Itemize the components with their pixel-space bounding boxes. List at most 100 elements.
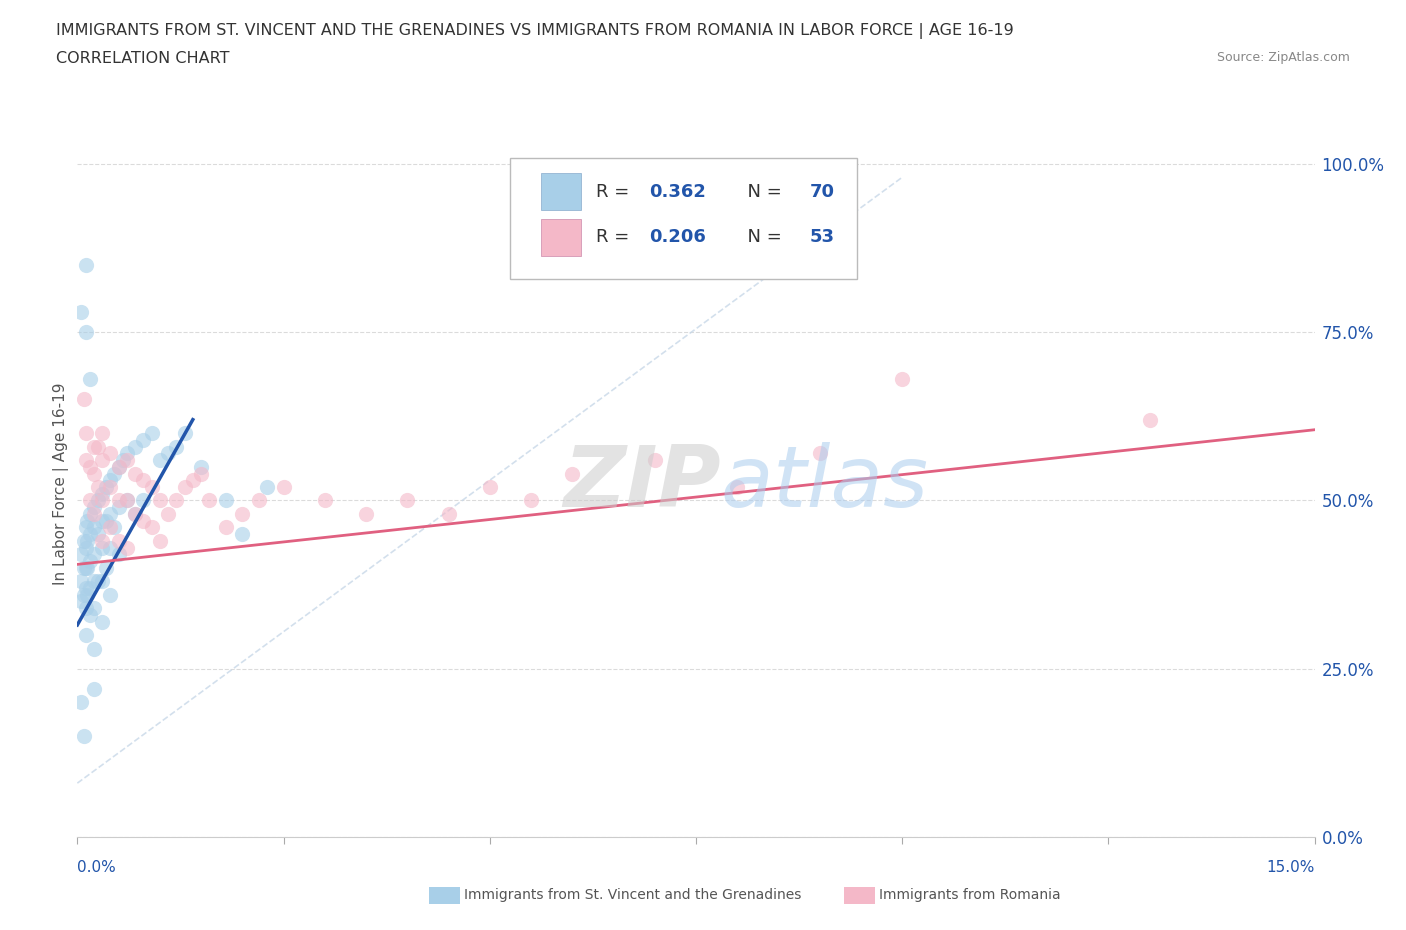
Point: [115, 453, 138, 468]
Point: [83, 507, 105, 522]
Point: [91, 513, 114, 528]
Text: atlas: atlas: [721, 442, 929, 525]
Point: [107, 547, 129, 562]
Point: [98, 480, 121, 495]
Point: [891, 372, 914, 387]
Point: [115, 540, 138, 555]
Point: [83, 574, 105, 589]
Point: [165, 439, 187, 454]
Point: [149, 453, 172, 468]
Text: R =: R =: [596, 182, 634, 201]
Point: [215, 493, 238, 508]
Point: [173, 480, 195, 495]
Point: [79, 507, 101, 522]
Point: [98, 472, 121, 487]
Point: [273, 480, 295, 495]
Point: [314, 493, 336, 508]
Point: [83, 547, 105, 562]
Point: [132, 513, 155, 528]
Point: [1139, 412, 1161, 427]
Point: [107, 459, 129, 474]
Point: [103, 520, 125, 535]
Text: Immigrants from St. Vincent and the Grenadines: Immigrants from St. Vincent and the Gren…: [464, 887, 801, 902]
Point: [141, 480, 163, 495]
Point: [87, 439, 110, 454]
Point: [79, 459, 101, 474]
Y-axis label: In Labor Force | Age 16-19: In Labor Force | Age 16-19: [53, 382, 69, 585]
Point: [190, 466, 212, 481]
Point: [107, 493, 129, 508]
Point: [79, 553, 101, 568]
Text: Source: ZipAtlas.com: Source: ZipAtlas.com: [1216, 51, 1350, 64]
Text: Immigrants from Romania: Immigrants from Romania: [879, 887, 1060, 902]
Point: [91, 486, 114, 501]
Point: [91, 453, 114, 468]
Point: [75, 325, 97, 339]
Point: [157, 445, 180, 460]
Point: [149, 534, 172, 549]
Point: [354, 507, 377, 522]
Point: [124, 507, 146, 522]
Point: [91, 540, 114, 555]
Point: [96, 480, 118, 495]
Point: [83, 439, 105, 454]
Text: R =: R =: [596, 228, 634, 246]
Point: [91, 493, 114, 508]
Point: [111, 453, 134, 468]
Point: [141, 426, 163, 441]
Point: [87, 574, 110, 589]
Point: [75, 426, 97, 441]
Point: [79, 607, 101, 622]
Point: [73, 560, 96, 575]
Text: 0.362: 0.362: [650, 182, 706, 201]
Text: IMMIGRANTS FROM ST. VINCENT AND THE GRENADINES VS IMMIGRANTS FROM ROMANIA IN LAB: IMMIGRANTS FROM ST. VINCENT AND THE GREN…: [56, 23, 1014, 39]
Text: CORRELATION CHART: CORRELATION CHART: [56, 51, 229, 66]
Point: [87, 493, 110, 508]
Point: [91, 574, 114, 589]
Point: [478, 480, 501, 495]
Point: [107, 534, 129, 549]
Point: [247, 493, 270, 508]
Point: [79, 372, 101, 387]
Point: [70, 695, 93, 710]
Point: [124, 439, 146, 454]
Text: 53: 53: [810, 228, 835, 246]
FancyBboxPatch shape: [541, 173, 581, 210]
Point: [107, 459, 129, 474]
Point: [75, 601, 97, 616]
Point: [75, 580, 97, 595]
Point: [173, 426, 195, 441]
Point: [198, 493, 221, 508]
Point: [75, 560, 97, 575]
Point: [132, 432, 155, 447]
FancyBboxPatch shape: [510, 158, 856, 279]
Point: [83, 641, 105, 656]
Point: [165, 493, 187, 508]
Point: [181, 472, 204, 487]
Point: [157, 507, 180, 522]
Point: [91, 426, 114, 441]
Point: [70, 547, 93, 562]
Point: [231, 507, 253, 522]
Point: [103, 466, 125, 481]
Point: [98, 445, 121, 460]
Point: [215, 520, 238, 535]
Point: [83, 601, 105, 616]
FancyBboxPatch shape: [541, 219, 581, 256]
Point: [396, 493, 419, 508]
Text: N =: N =: [735, 228, 787, 246]
Text: 0.0%: 0.0%: [77, 860, 117, 875]
Point: [76, 534, 98, 549]
Text: N =: N =: [735, 182, 787, 201]
Point: [79, 580, 101, 595]
Point: [725, 480, 748, 495]
Point: [124, 466, 146, 481]
Point: [79, 526, 101, 541]
Point: [70, 304, 93, 319]
Point: [73, 587, 96, 602]
Point: [132, 493, 155, 508]
Point: [87, 480, 110, 495]
Text: 15.0%: 15.0%: [1267, 860, 1315, 875]
Point: [75, 258, 97, 272]
Point: [98, 587, 121, 602]
